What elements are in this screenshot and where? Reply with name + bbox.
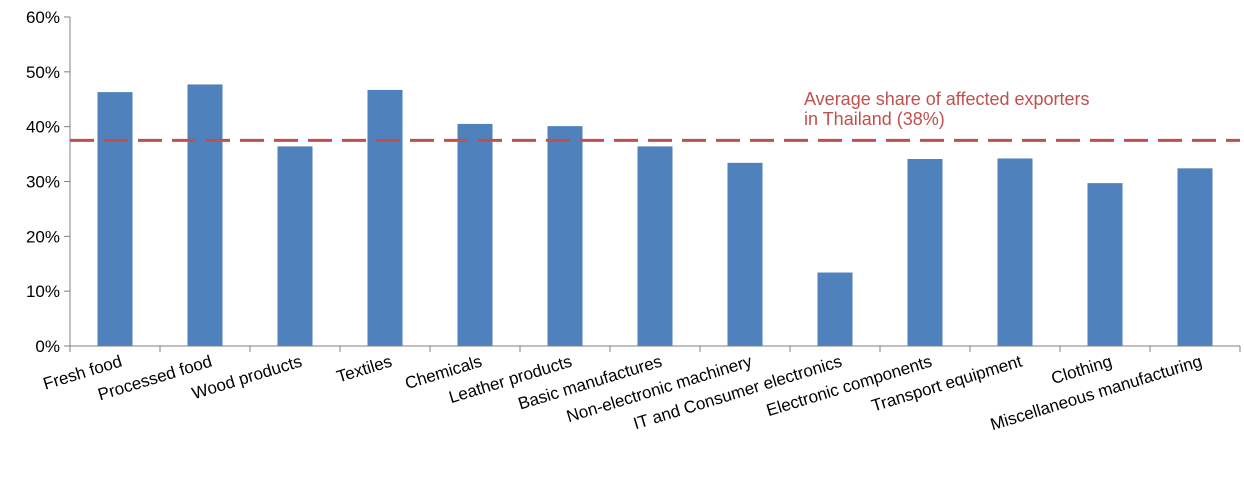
bar bbox=[1087, 183, 1123, 346]
reference-line-label-line-2: in Thailand (38%) bbox=[804, 109, 945, 129]
y-tick-label: 0% bbox=[35, 337, 60, 356]
x-axis bbox=[69, 345, 1241, 352]
y-tick-label: 10% bbox=[26, 282, 60, 301]
bar bbox=[187, 84, 223, 346]
bar bbox=[727, 162, 763, 346]
bar bbox=[907, 159, 943, 346]
y-tick-label: 40% bbox=[26, 118, 60, 137]
reference-line-group: Average share of affected exporters in T… bbox=[70, 89, 1240, 142]
bars-group bbox=[97, 84, 1213, 346]
bar bbox=[97, 92, 133, 346]
y-axis: 0% 10% 20% 30% 40% 50% 60% bbox=[26, 8, 71, 356]
bar bbox=[457, 123, 493, 346]
bar bbox=[637, 146, 673, 346]
y-tick-label: 20% bbox=[26, 227, 60, 246]
bar bbox=[277, 146, 313, 346]
y-tick-label: 50% bbox=[26, 63, 60, 82]
y-tick-label: 30% bbox=[26, 173, 60, 192]
y-tick-label: 60% bbox=[26, 8, 60, 27]
bar bbox=[547, 126, 583, 346]
bar bbox=[1177, 168, 1213, 346]
bar bbox=[817, 272, 853, 346]
bar bbox=[367, 89, 403, 346]
reference-line-label-line-1: Average share of affected exporters bbox=[804, 89, 1090, 109]
x-category-label: Textiles bbox=[334, 352, 394, 387]
x-category-label: Transport equipment bbox=[869, 352, 1024, 416]
bar bbox=[997, 158, 1033, 346]
